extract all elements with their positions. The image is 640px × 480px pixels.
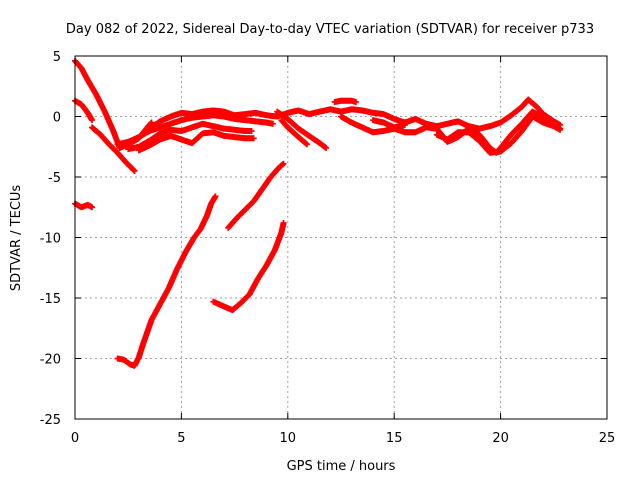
series-arc-3 <box>89 124 138 174</box>
x-tick-label: 15 <box>386 431 403 446</box>
series-arc-11 <box>331 97 359 105</box>
y-tick-label: 0 <box>53 111 61 126</box>
y-tick-label: -5 <box>48 171 61 186</box>
data-point <box>323 144 330 151</box>
x-tick-label: 5 <box>177 431 185 446</box>
data-point <box>131 167 138 174</box>
series-arc-10 <box>278 117 310 148</box>
data-point <box>280 219 287 226</box>
data-point <box>248 128 255 135</box>
data-point <box>557 126 564 133</box>
y-tick-label: -10 <box>40 232 61 247</box>
y-tick-label: -25 <box>40 413 61 428</box>
y-tick-label: -20 <box>40 353 61 368</box>
x-tick-label: 20 <box>492 431 509 446</box>
series-arc-6 <box>125 120 255 153</box>
series-arc-9 <box>274 108 330 151</box>
x-tick-label: 10 <box>280 431 297 446</box>
series-arc-14 <box>433 113 564 156</box>
data-point <box>401 121 408 128</box>
y-tick-label: 5 <box>53 50 61 65</box>
series-arc-5 <box>114 112 276 148</box>
data-point <box>250 135 257 142</box>
series-arc-15 <box>114 193 219 369</box>
data-point <box>269 120 276 127</box>
data-point <box>352 98 359 105</box>
y-tick-label: -15 <box>40 292 61 307</box>
data-point <box>280 160 287 167</box>
axis-ticks: 0 5 10 15 20 25 -25 -20 -15 -10 -5 0 5 <box>40 50 616 446</box>
data-point <box>89 117 96 124</box>
series-arc-13 <box>369 117 408 131</box>
data-point <box>212 193 219 200</box>
series-arc-12 <box>338 108 564 156</box>
x-tick-label: 25 <box>599 431 616 446</box>
data-point <box>89 204 96 211</box>
series-arc-16 <box>210 219 287 314</box>
data-points <box>72 57 564 369</box>
y-axis-label: SDTVAR / TECUs <box>9 185 24 292</box>
x-axis-label: GPS time / hours <box>287 459 396 474</box>
chart-title: Day 082 of 2022, Sidereal Day-to-day VTE… <box>66 22 594 37</box>
data-point <box>303 141 310 148</box>
series-arc-17 <box>225 160 287 231</box>
x-tick-label: 0 <box>71 431 79 446</box>
series-arc-7 <box>135 129 257 154</box>
